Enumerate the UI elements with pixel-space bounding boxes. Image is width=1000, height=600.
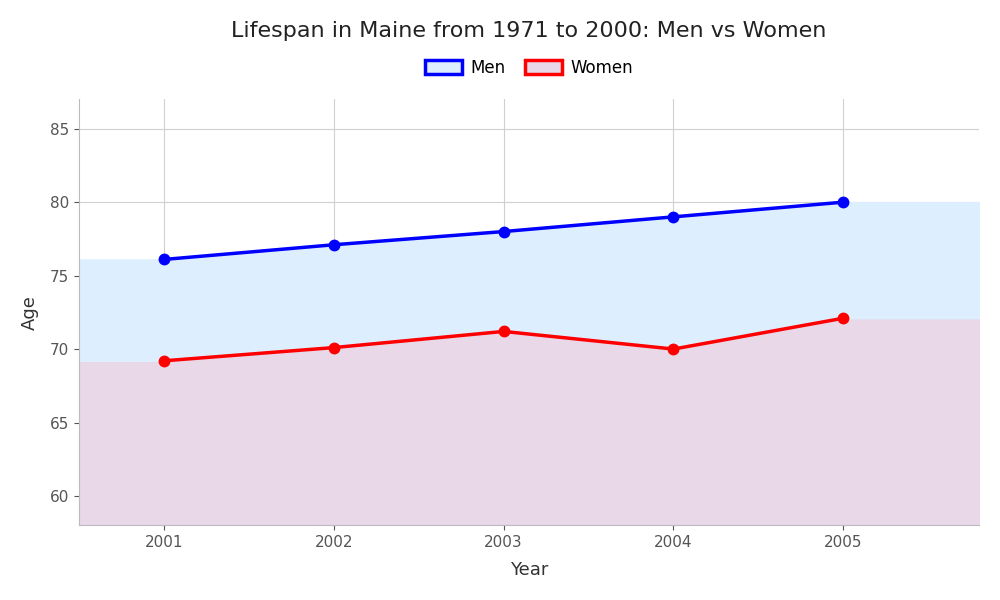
Legend: Men, Women: Men, Women — [419, 52, 640, 83]
X-axis label: Year: Year — [510, 561, 548, 579]
Y-axis label: Age: Age — [21, 295, 39, 330]
Title: Lifespan in Maine from 1971 to 2000: Men vs Women: Lifespan in Maine from 1971 to 2000: Men… — [231, 21, 827, 41]
